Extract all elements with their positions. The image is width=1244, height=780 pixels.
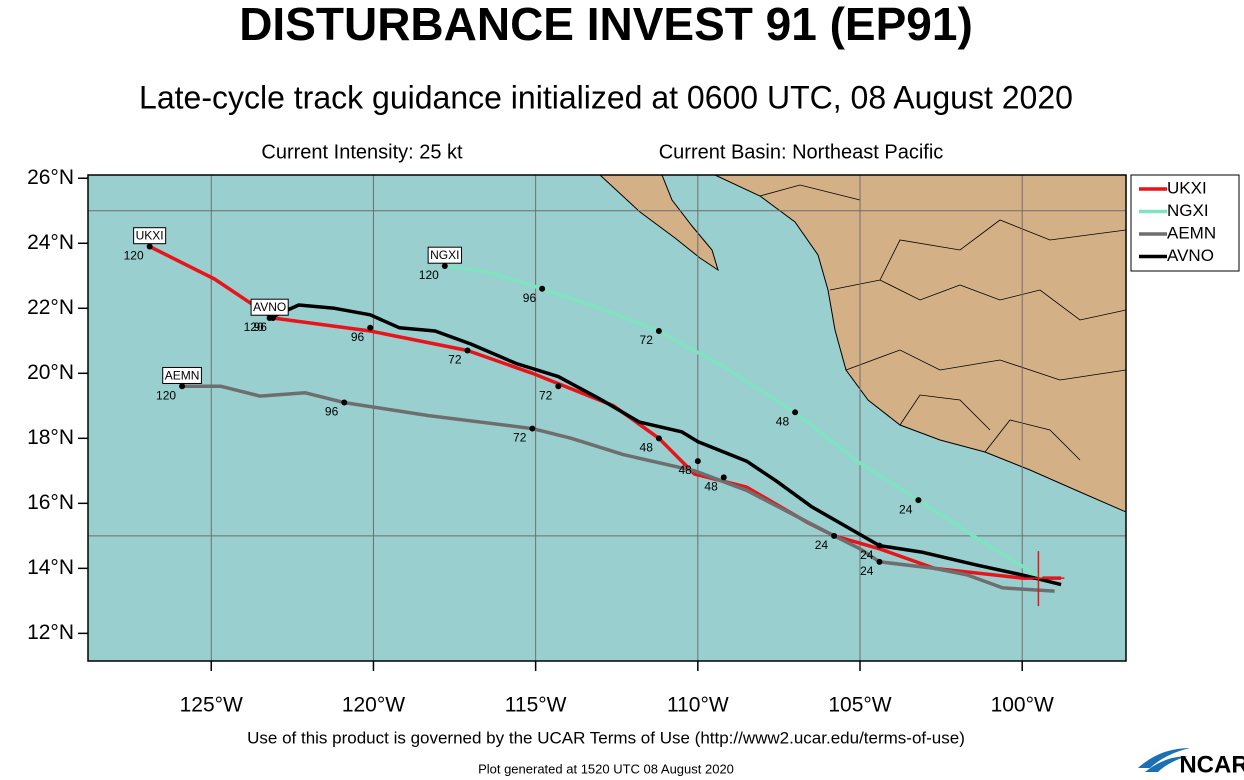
forecast-point [441,263,448,270]
baja-peninsula [599,175,719,272]
forecast-point [146,243,153,250]
forecast-hour-label: 120 [419,268,439,282]
chart-title: DISTURBANCE INVEST 91 (EP91) [239,0,973,50]
model-label-box [133,227,167,245]
legend: UKXI NGXI AEMN AVNO [1130,174,1240,272]
forecast-hour-label: 72 [539,388,553,402]
plot-frame [87,174,1127,662]
forecast-hour-label: 96 [325,405,339,419]
model-label-box [162,366,202,384]
forecast-point [655,435,662,442]
legend-label: AEMN [1167,223,1216,242]
forecast-point [720,474,727,481]
forecast-hour-label: 120 [124,249,144,263]
y-tick-label: 24°N [27,231,74,254]
forecast-point [792,409,799,416]
state-borders [759,184,1126,461]
model-label: AEMN [165,368,200,382]
x-tick-label: 115°W [505,694,567,717]
forecast-hour-label: 48 [776,414,790,428]
forecast-hour-label: 24 [815,538,829,552]
forecast-hour-label: 24 [860,564,874,578]
forecast-hour-label: 48 [678,463,692,477]
y-tick-label: 14°N [27,556,74,579]
legend-label: AVNO [1167,246,1214,265]
forecast-hour-label: 72 [640,333,654,347]
tracks: 24487296120UKXI24487296120NGXI2448729612… [124,227,1065,607]
axes: 125°W 120°W 115°W 110°W 105°W 100°W 12°N 14°N 16… [27,166,1054,717]
forecast-point [464,347,471,354]
model-label: UKXI [136,229,164,243]
model-label: AVNO [253,300,286,314]
logo: NCAR [1179,751,1244,778]
land [599,175,1126,513]
grid [88,175,1126,661]
forecast-hour-label: 96 [254,320,268,334]
legend-label: UKXI [1167,178,1207,197]
forecast-point [539,285,546,292]
track-line [268,303,1062,587]
x-tick-label: 120°W [342,694,405,717]
forecast-hour-label: 48 [640,440,654,454]
model-label: NGXI [430,248,459,262]
forecast-point [655,328,662,335]
track-line [182,384,1055,593]
x-tick-label: 110°W [667,694,729,717]
model-label-box [250,298,289,316]
y-tick-label: 16°N [27,491,74,514]
logo-mark [1138,748,1190,772]
forecast-hour-label: 120 [156,388,176,402]
current-intensity: Current Intensity: 25 kt [261,141,463,163]
forecast-hour-label: 96 [523,291,537,305]
chart-subtitle: Late-cycle track guidance initialized at… [139,79,1073,115]
forecast-hour-label: 120 [244,320,264,334]
plot-generated: Plot generated at 1520 UTC 08 August 202… [478,761,734,776]
y-tick-label: 18°N [27,426,74,449]
forecast-hour-label: 24 [860,548,874,562]
y-tick-label: 22°N [27,296,74,319]
current-basin: Current Basin: Northeast Pacific [659,141,944,163]
forecast-point [831,532,838,539]
forecast-hour-label: 48 [704,479,718,493]
footer: Use of this product is governed by the U… [247,728,965,747]
forecast-hour-label: 72 [513,431,527,445]
legend-label: NGXI [1167,201,1209,220]
forecast-point [341,399,348,406]
forecast-hour-label: 96 [351,330,365,344]
forecast-point [694,458,701,465]
x-tick-label: 100°W [991,694,1054,717]
x-tick-label: 105°W [828,694,891,717]
forecast-point [876,542,883,549]
forecast-hour-label: 72 [448,353,462,367]
y-tick-label: 12°N [27,621,74,644]
forecast-point [367,324,374,331]
track-line [444,264,1043,580]
mexico [714,175,1126,513]
forecast-point [555,383,562,390]
model-label-box [427,246,462,264]
y-tick-label: 20°N [27,361,74,384]
x-tick-label: 125°W [180,694,243,717]
forecast-point [876,558,883,565]
forecast-point [266,315,273,322]
forecast-point [529,425,536,432]
y-tick-label: 26°N [27,166,74,189]
forecast-point [179,383,186,390]
forecast-hour-label: 24 [899,502,913,516]
forecast-point [915,497,922,504]
